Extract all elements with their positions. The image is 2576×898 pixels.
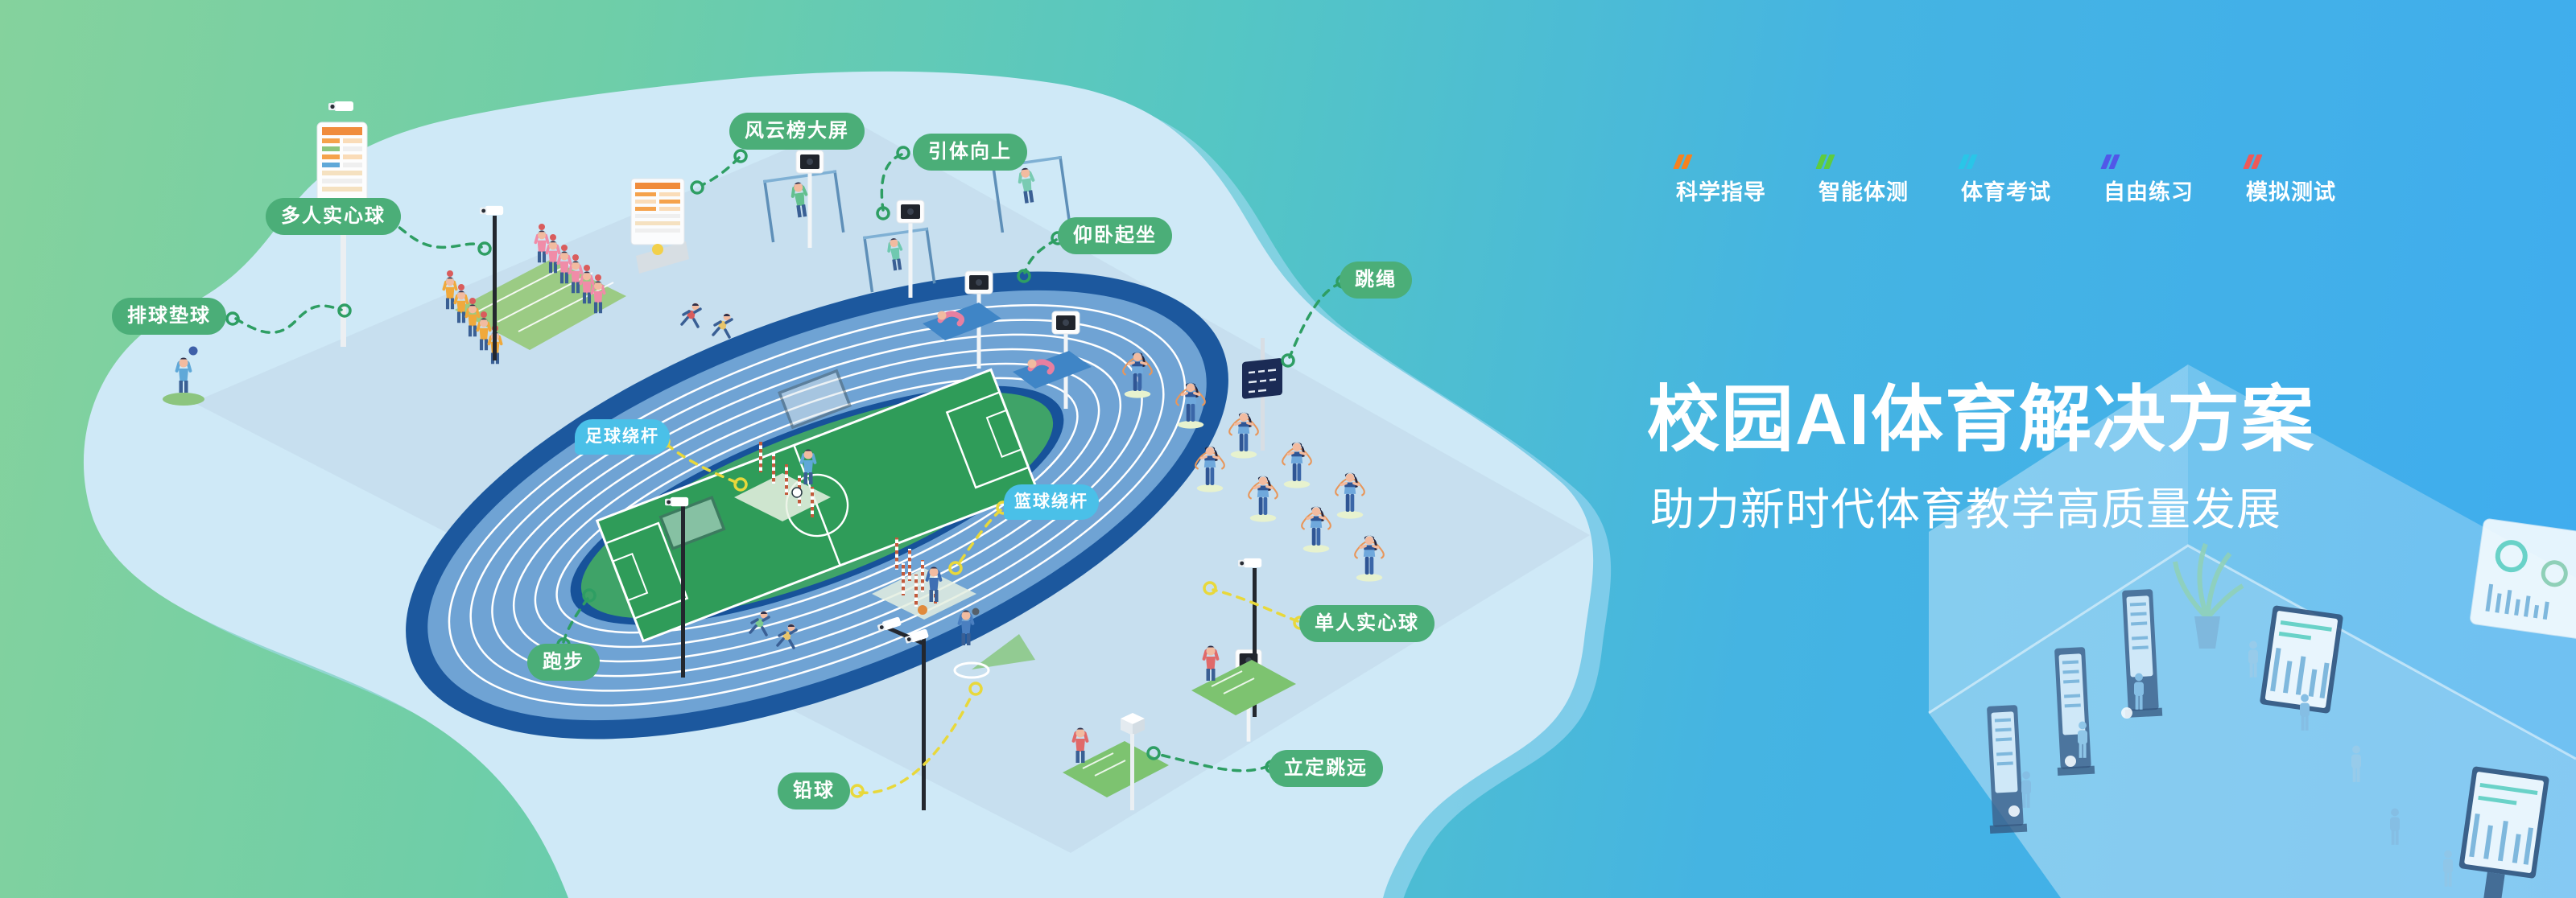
leaderboard-pole-screen (316, 101, 368, 347)
soccer-field (595, 368, 1039, 643)
nav-item-free-practice[interactable]: 自由练习 (2100, 154, 2194, 206)
leaderboard-kiosk (630, 178, 689, 274)
double-slash-icon (2100, 154, 2120, 169)
soccer-goal (658, 495, 726, 551)
pink-thrower-row (534, 224, 606, 314)
nav-item-sports-exam[interactable]: 体育考试 (1958, 154, 2051, 206)
pill-running: 跑步 (527, 644, 600, 681)
jump-rope-group (1121, 338, 1385, 583)
nav-item-scientific-guidance[interactable]: 科学指导 (1673, 154, 1766, 206)
running-track (406, 271, 1228, 739)
double-slash-icon (1958, 154, 1978, 169)
long-jump-area (1063, 713, 1169, 810)
gym-kiosks (1987, 589, 2163, 834)
shot-put-area (953, 608, 1035, 679)
pill-soccer-dribble: 足球绕杆 (575, 419, 670, 455)
nav-item-label: 体育考试 (1961, 180, 2051, 204)
group-medicine-ball-field (442, 224, 626, 365)
rope-counter-board (1242, 358, 1282, 399)
feature-nav: 科学指导 智能体测 体育考试 自由练习 模拟测试 (1673, 154, 2336, 206)
volleyball-player (163, 346, 204, 406)
nav-item-smart-fitness-test[interactable]: 智能体测 (1815, 154, 1909, 206)
double-slash-icon (1815, 154, 1835, 169)
gym-wall-screens (2260, 518, 2576, 898)
nav-item-mock-test[interactable]: 模拟测试 (2243, 154, 2336, 206)
page-subtitle: 助力新时代体育教学高质量发展 (1650, 484, 2282, 534)
gym-people (2008, 641, 2453, 887)
page-title: 校园AI体育解决方案 (1647, 380, 2315, 460)
pill-leaderboard-screen: 风云榜大屏 (729, 113, 865, 150)
basketball-slalom-area (872, 538, 976, 620)
nav-item-label: 模拟测试 (2246, 180, 2336, 204)
pill-single-medicine-ball: 单人实心球 (1299, 605, 1435, 642)
soccer-slalom-area (734, 442, 831, 521)
double-slash-icon (2243, 154, 2263, 169)
track-camera-poles (480, 205, 1262, 810)
pill-multi-medicine-ball: 多人实心球 (266, 198, 401, 235)
pill-standing-long-jump: 立定跳远 (1269, 750, 1383, 787)
single-medicine-ball-area (1191, 645, 1296, 715)
sit-up-area (923, 303, 1092, 389)
pill-jump-rope: 跳绳 (1340, 262, 1412, 299)
nav-item-label: 自由练习 (2103, 180, 2194, 204)
pill-basketball-dribble: 篮球绕杆 (1004, 484, 1099, 520)
soccer-goal (778, 369, 852, 430)
pill-volleyball-bump: 排球垫球 (112, 298, 226, 335)
pill-shot-put: 铅球 (778, 772, 850, 809)
nav-item-label: 智能体测 (1818, 180, 1909, 204)
double-slash-icon (1673, 154, 1693, 169)
pill-sit-up: 仰卧起坐 (1058, 217, 1172, 254)
pill-pull-up: 引体向上 (913, 134, 1027, 171)
nav-item-label: 科学指导 (1676, 180, 1766, 204)
indoor-gym-room (1928, 365, 2576, 898)
gym-plant (2173, 542, 2244, 649)
